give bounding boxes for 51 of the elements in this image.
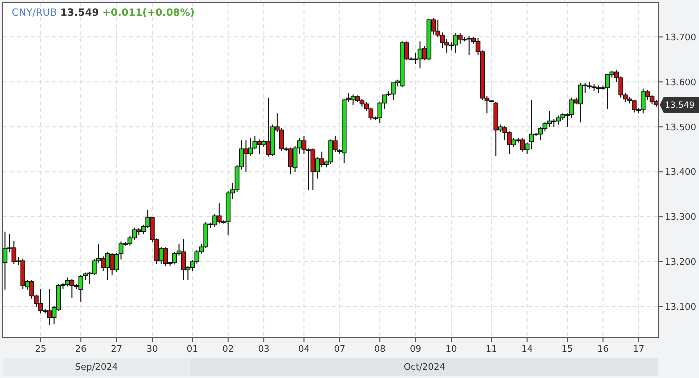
y-tick-label: 13.300 [665, 213, 697, 224]
candlestick [605, 74, 610, 110]
x-tick-label: 26 [75, 345, 88, 355]
candlestick [418, 41, 423, 70]
candlestick [172, 252, 178, 266]
candlestick [244, 140, 249, 173]
x-tick-label: 03 [258, 345, 270, 355]
x-tick-label: 15 [562, 345, 574, 355]
candlestick [70, 278, 75, 298]
y-tick-label: 13.600 [665, 78, 697, 88]
candlestick [368, 107, 374, 121]
candlestick [529, 100, 534, 150]
candlestick [547, 110, 552, 128]
x-tick-label: 11 [486, 345, 498, 355]
x-tick-label: 30 [146, 345, 158, 355]
x-tick-label: 14 [522, 345, 534, 355]
y-tick-label: 13.500 [665, 123, 697, 134]
y-tick-label: 13.200 [665, 258, 697, 268]
y-tick-label: 13.100 [665, 303, 697, 314]
candlestick [350, 94, 356, 106]
text: Oct/2024 [404, 363, 446, 373]
x-tick-label: 17 [633, 345, 645, 355]
candlestick [640, 88, 646, 114]
x-tick-label: 08 [374, 345, 386, 355]
candlestick [181, 239, 186, 280]
x-tick-label: 09 [410, 345, 422, 355]
candlestick [110, 252, 115, 276]
candlestick [310, 148, 316, 191]
candlestick [12, 240, 17, 265]
x-tick-label: 04 [298, 345, 310, 355]
text: 13.549 [665, 101, 695, 112]
candlestick [47, 288, 52, 326]
candlestick [2, 231, 8, 290]
text: CNY/RUB 13.549 +0.011(+0.08%) [12, 8, 195, 19]
x-tick-label: 02 [222, 345, 234, 355]
y-tick-label: 13.400 [665, 168, 697, 178]
candlestick [538, 126, 544, 142]
x-tick-label: 25 [35, 345, 47, 355]
candlestick [105, 252, 110, 280]
x-tick-label: 27 [111, 345, 123, 355]
candlestick [288, 147, 294, 175]
x-tick-label: 16 [597, 345, 610, 355]
candlestick [413, 52, 418, 65]
text: Sep/2024 [75, 363, 118, 373]
x-tick-label: 07 [334, 345, 346, 355]
candlestick [466, 36, 472, 56]
candlestick [248, 138, 254, 156]
y-tick-label: 13.700 [665, 33, 697, 44]
x-tick-label: 10 [446, 345, 458, 355]
x-tick-label: 01 [186, 345, 198, 355]
candlestick [163, 247, 168, 268]
